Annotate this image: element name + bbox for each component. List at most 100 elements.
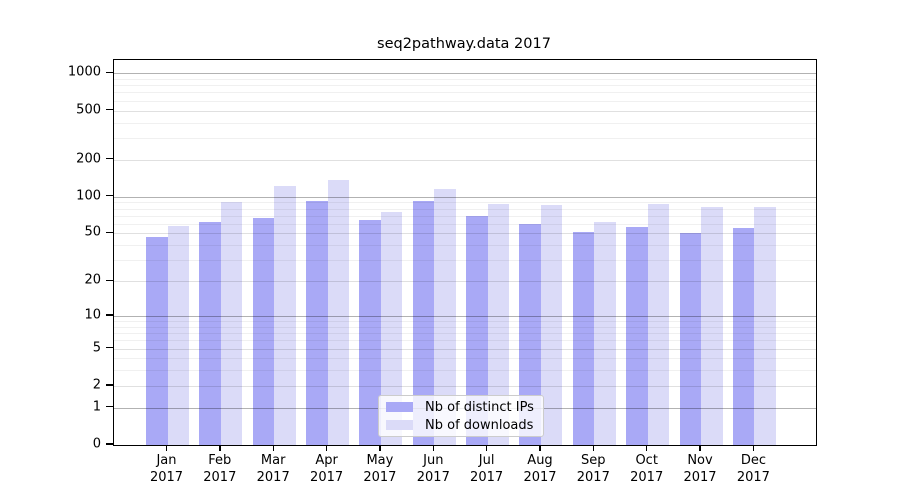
x-tick-mark-mar [272,445,274,452]
gridline-100 [114,196,816,198]
x-tick-label-may: May 2017 [363,453,397,485]
x-tick-label-jul: Jul 2017 [470,453,504,485]
legend-label-downloads: Nb of downloads [425,417,534,433]
y-tick-label-0: 0 [92,436,101,452]
x-tick-label-jun: Jun 2017 [416,453,450,485]
bar-dec-downloads [754,206,776,445]
gridline-9 [114,321,816,323]
y-tick-mark-2 [106,384,113,386]
x-tick-mark-dec [752,445,754,452]
plot-area: Nb of distinct IPs Nb of downloads [113,59,817,446]
gridline-200 [114,159,816,161]
bar-may-downloads [380,212,403,445]
bar-dec-distinct-ips [732,227,755,445]
y-tick-label-100: 100 [76,188,101,204]
bar-jan-distinct-ips [146,236,168,445]
x-tick-label-oct: Oct 2017 [630,453,664,485]
bar-jan-downloads [167,225,189,445]
x-tick-label-feb: Feb 2017 [203,453,237,485]
gridline-20 [114,281,816,283]
y-tick-label-2: 2 [92,377,101,393]
y-tick-label-200: 200 [76,151,101,167]
x-tick-label-jan: Jan 2017 [149,453,184,485]
bar-sep-downloads [594,222,616,445]
legend-label-distinct-ips: Nb of distinct IPs [425,399,534,415]
x-tick-label-nov: Nov 2017 [683,453,717,485]
bar-aug-distinct-ips [519,223,541,445]
x-tick-mark-jul [485,445,488,452]
bar-nov-distinct-ips [679,233,701,445]
gridline-500 [114,110,816,112]
y-tick-label-1000: 1000 [67,64,101,80]
legend-item-distinct-ips: Nb of distinct IPs [386,398,543,416]
x-tick-label-aug: Aug 2017 [523,453,557,485]
gridline-30 [114,260,816,262]
bar-jul-distinct-ips [466,215,488,445]
y-tick-mark-5 [106,346,113,349]
legend-item-downloads: Nb of downloads [386,416,543,434]
y-tick-label-5: 5 [92,340,101,356]
bar-aug-downloads [540,204,563,445]
y-tick-label-20: 20 [84,272,101,288]
bar-jun-distinct-ips [412,200,435,445]
bar-oct-downloads [647,203,670,445]
bar-may-distinct-ips [359,219,381,445]
gridlines-layer [114,60,816,445]
gridline-3 [114,370,816,372]
gridline-300 [114,137,816,139]
y-tick-mark-200 [106,158,113,160]
y-tick-mark-0 [106,443,113,445]
x-tick-mark-aug [539,445,541,452]
gridline-2 [114,385,816,387]
x-tick-label-mar: Mar 2017 [256,453,290,485]
y-tick-mark-20 [106,279,113,281]
y-tick-mark-50 [106,231,113,234]
gridline-60 [114,223,816,225]
chart-title: seq2pathway.data 2017 [377,36,551,52]
gridline-90 [114,202,816,204]
bar-mar-distinct-ips [252,218,275,445]
bar-jul-downloads [487,203,510,445]
bar-jun-downloads [434,189,456,445]
y-tick-label-500: 500 [76,102,101,117]
x-tick-label-apr: Apr 2017 [310,453,344,485]
gridline-800 [114,85,816,87]
gridline-7 [114,333,816,335]
x-tick-label-sep: Sep 2017 [576,453,610,485]
bar-oct-distinct-ips [626,226,648,445]
gridline-80 [114,208,816,210]
x-tick-mark-sep [592,445,594,452]
y-tick-mark-1 [106,406,113,408]
y-tick-label-1: 1 [92,399,101,415]
gridline-4 [114,358,816,360]
gridline-600 [114,100,816,102]
x-tick-mark-jun [432,445,434,452]
bar-feb-distinct-ips [199,222,221,445]
gridline-6 [114,340,816,342]
x-tick-label-dec: Dec 2017 [736,453,770,485]
x-tick-mark-nov [699,445,701,452]
y-tick-mark-500 [106,108,113,111]
gridline-700 [114,92,816,94]
legend-swatch-distinct-ips [386,402,413,412]
x-tick-mark-oct [646,445,648,452]
y-tick-mark-1000 [106,71,113,73]
gridline-50 [114,233,816,235]
bar-apr-downloads [327,180,350,445]
x-tick-mark-jan [165,445,168,452]
legend-swatch-downloads [386,420,413,430]
y-tick-mark-100 [106,195,113,197]
y-tick-mark-10 [106,314,113,316]
x-tick-mark-feb [219,445,221,452]
y-tick-label-50: 50 [84,224,101,240]
x-tick-mark-apr [325,445,328,452]
gridline-8 [114,326,816,328]
gridline-10 [114,316,816,317]
bar-nov-downloads [701,207,723,445]
bars-layer [114,60,816,445]
gridline-400 [114,122,816,124]
gridline-1000 [114,73,816,75]
legend: Nb of distinct IPs Nb of downloads [378,395,544,437]
y-tick-label-10: 10 [84,307,101,323]
